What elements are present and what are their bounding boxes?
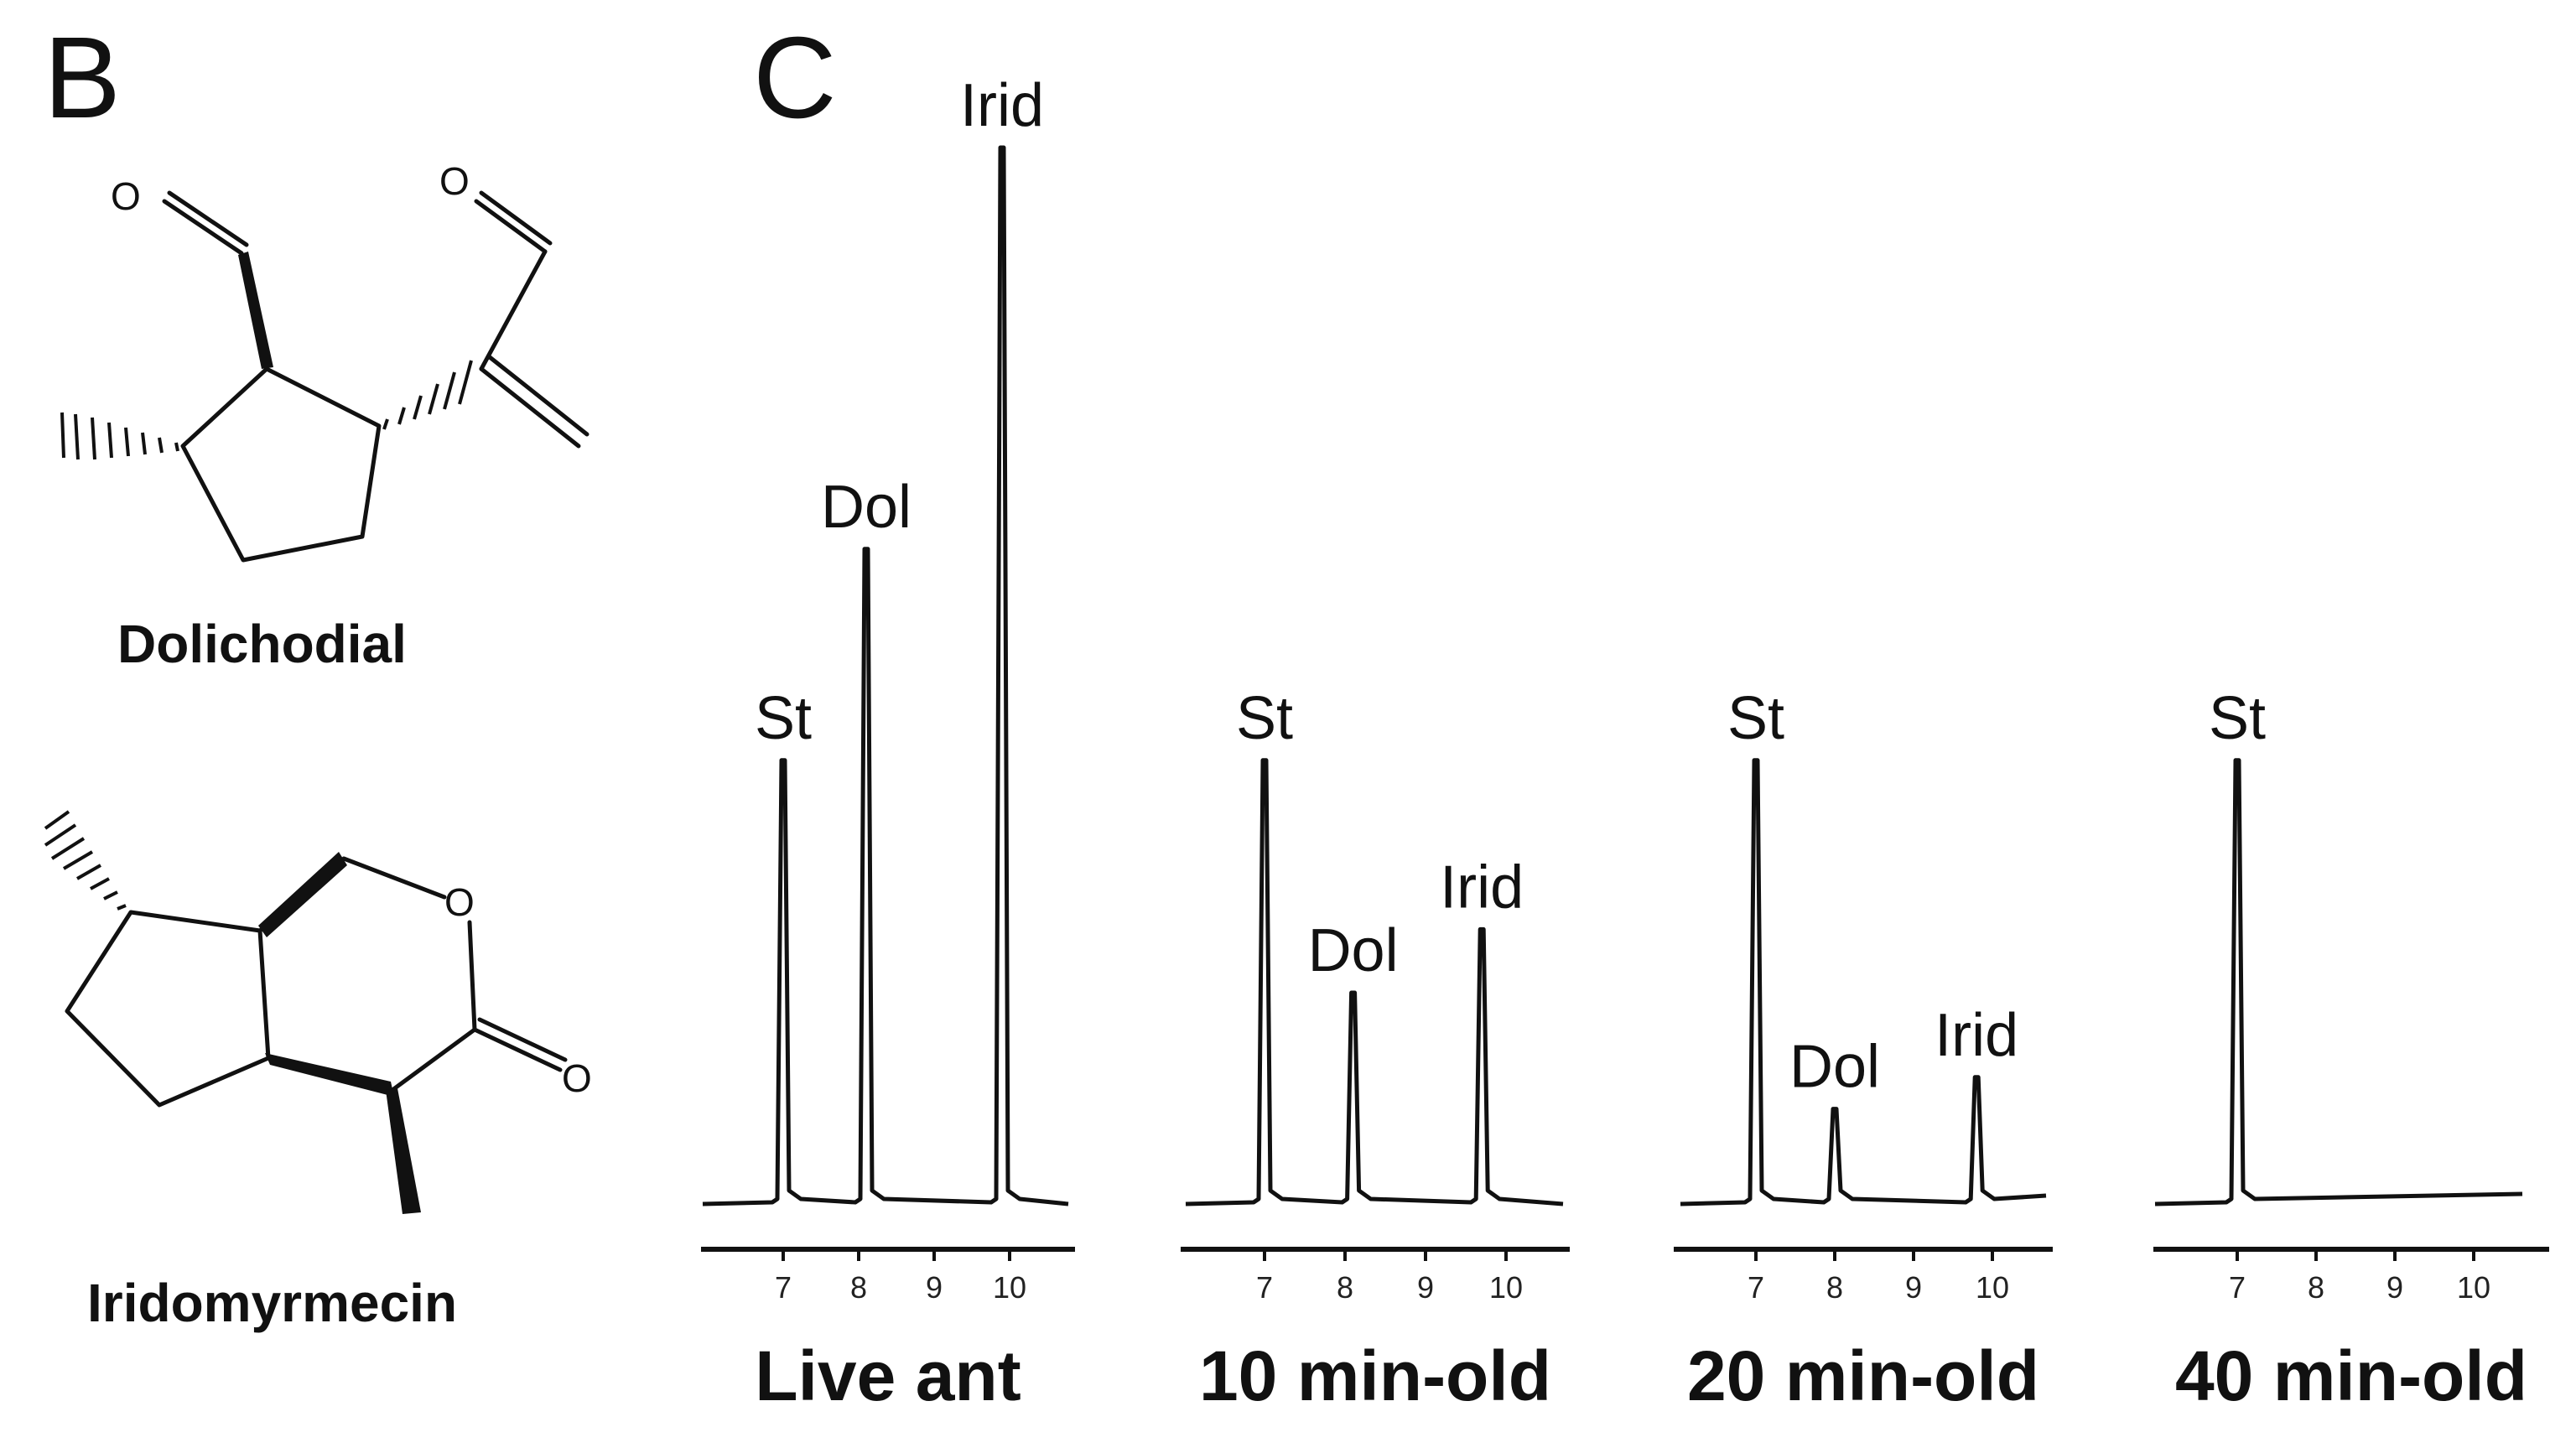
dolichodial-oxygen-1: O [111, 174, 141, 218]
peak-label-dol: Dol [1789, 1034, 1880, 1101]
chromatogram-trace [1185, 758, 1564, 1207]
iridomyrmecin-cyclopentane [65, 910, 271, 1108]
peak-label-st: St [2209, 685, 2266, 752]
peak-label-st: St [1236, 685, 1293, 752]
x-tick-label: 8 [1826, 1270, 1843, 1305]
x-tick-label: 10 [993, 1270, 1026, 1305]
iridomyrmecin-wedge-methyl [386, 1088, 421, 1214]
sample-label: 40 min-old [2175, 1336, 2527, 1415]
x-tick-label: 10 [1489, 1270, 1523, 1305]
x-tick-label: 7 [1256, 1270, 1273, 1305]
dolichodial-vinyl-bond-1 [479, 366, 581, 449]
x-tick-label: 8 [850, 1270, 867, 1305]
iridomyrmecin-label: Iridomyrmecin [87, 1273, 457, 1333]
chromatogram-panel-2: St Dol Irid 7 8 9 10 10 min-old [1181, 685, 1570, 1415]
x-tick-label: 9 [2386, 1270, 2403, 1305]
dolichodial-hash-methyl [60, 412, 179, 460]
chromatogram-trace [702, 145, 1069, 1207]
chromatogram-panel-4: St 7 8 9 10 40 min-old [2153, 685, 2549, 1415]
sample-label: 10 min-old [1199, 1336, 1551, 1415]
peak-label-st: St [755, 685, 812, 752]
peak-label-dol: Dol [1308, 917, 1399, 984]
chromatograms: St Dol Irid 7 8 9 10 Live ant St Dol Irid 7 8 9 10 10 m… [701, 72, 2549, 1415]
x-tick-label: 10 [2457, 1270, 2490, 1305]
sample-label: Live ant [755, 1336, 1021, 1415]
iridomyrmecin-structure: O O Iridomyrmecin [44, 810, 592, 1333]
dolichodial-structure: O O Dolichodial [60, 159, 589, 674]
peak-label-irid: Irid [960, 72, 1044, 139]
sample-label: 20 min-old [1687, 1336, 2039, 1415]
iridomyrmecin-wedge-1 [258, 852, 347, 937]
iridomyrmecin-carbonyl-1 [472, 1027, 563, 1072]
dolichodial-hash-sidechain [382, 360, 473, 430]
peak-label-dol: Dol [821, 474, 911, 541]
chromatogram-panel-3: St Dol Irid 7 8 9 10 20 min-old [1674, 685, 2053, 1415]
iridomyrmecin-carbonyl-oxygen: O [562, 1056, 592, 1100]
iridomyrmecin-wedge-2 [265, 1053, 394, 1097]
dolichodial-wedge-bond [238, 252, 273, 369]
iridomyrmecin-lactone-bond-1 [257, 856, 447, 933]
chromatogram-panel-1: St Dol Irid 7 8 9 10 Live ant [701, 72, 1075, 1415]
chromatogram-trace [1680, 758, 2047, 1207]
peak-label-irid: Irid [1440, 854, 1524, 921]
x-tick-label: 8 [2308, 1270, 2324, 1305]
dolichodial-sidechain-bond [479, 249, 548, 371]
panel-letter-b: B [44, 13, 121, 143]
x-tick-label: 9 [1417, 1270, 1434, 1305]
x-tick-label: 7 [775, 1270, 792, 1305]
x-tick-label: 8 [1337, 1270, 1353, 1305]
dolichodial-ring [180, 366, 382, 563]
dolichodial-aldehyde2-bond-2 [479, 190, 553, 246]
dolichodial-aldehyde2-bond-1 [474, 199, 548, 254]
iridomyrmecin-ring-oxygen: O [444, 880, 475, 924]
iridomyrmecin-carbonyl-2 [477, 1017, 568, 1062]
dolichodial-oxygen-2: O [439, 159, 470, 203]
peak-label-st: St [1727, 685, 1784, 752]
iridomyrmecin-hash-methyl [44, 810, 127, 911]
x-tick-label: 7 [1748, 1270, 1764, 1305]
dolichodial-aldehyde-bond-2 [167, 190, 249, 247]
chromatogram-trace [2154, 758, 2523, 1207]
peak-label-irid: Irid [1935, 1002, 2018, 1069]
panel-letter-c: C [753, 13, 837, 143]
x-tick-label: 9 [926, 1270, 943, 1305]
dolichodial-label: Dolichodial [117, 614, 407, 674]
x-tick-label: 7 [2229, 1270, 2246, 1305]
dolichodial-aldehyde-bond-1 [162, 199, 244, 256]
dolichodial-vinyl-bond-2 [487, 355, 589, 437]
x-tick-label: 10 [1976, 1270, 2009, 1305]
x-tick-label: 9 [1905, 1270, 1922, 1305]
